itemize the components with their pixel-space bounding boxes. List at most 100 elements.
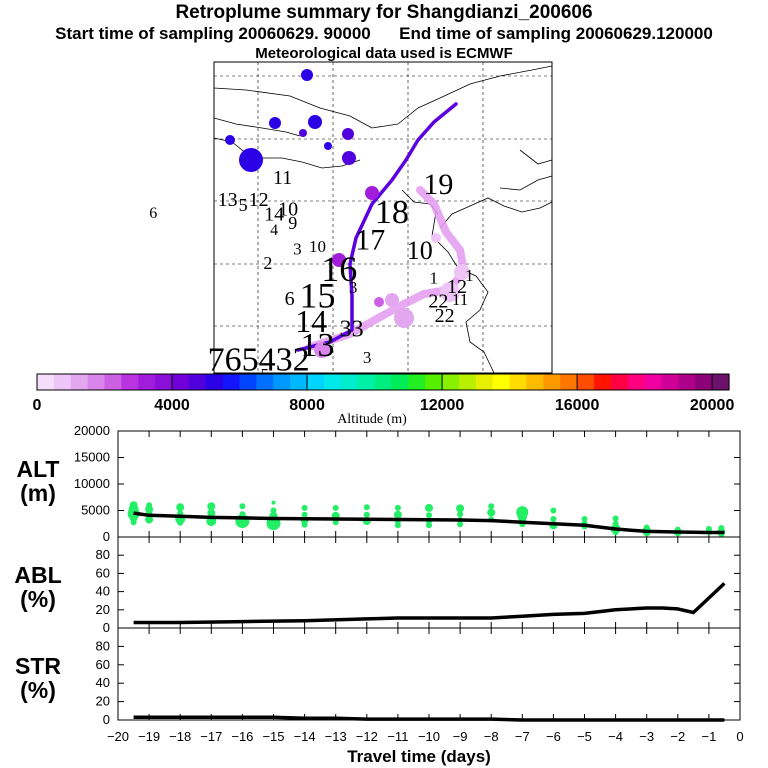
map-particle-marker [301, 69, 313, 81]
panel-ylabel: ABL (%) [14, 562, 61, 612]
alt-particle-point [394, 522, 401, 529]
meteo-source: Meteorological data used is ECMWF [255, 45, 513, 62]
map-day-label: 14 [264, 203, 284, 225]
colorbar-swatch [357, 374, 376, 390]
alt-particle-point [271, 500, 276, 505]
alt-particle-point [207, 509, 216, 518]
y-tick-label: 60 [96, 657, 110, 672]
map-day-label: 12 [249, 189, 269, 211]
alt-particle-point [176, 503, 185, 512]
alt-particle-point [332, 504, 339, 511]
map-day-label: 6 [149, 205, 157, 222]
map-frame [213, 61, 553, 374]
chart-title: Retroplume summary for Shangdianzi_20060… [175, 2, 593, 23]
panel-alt: 0 5000 10000 15000 20000 ALT (m) [16, 423, 741, 544]
alt-particle-point [457, 521, 464, 528]
alt-particle-point [363, 511, 370, 518]
alt-particle-point [426, 522, 432, 529]
map-particle-marker [324, 142, 332, 150]
x-tick-label: −13 [325, 729, 347, 744]
map-particle-marker [394, 308, 414, 328]
colorbar-swatch [543, 374, 561, 390]
map-day-label: 13 [301, 327, 335, 364]
colorbar-swatch [205, 374, 224, 390]
alt-particle-point [239, 503, 246, 510]
colorbar-swatch [70, 374, 89, 390]
map-day-label: 33 [340, 317, 364, 343]
str-series-line [133, 715, 725, 722]
alt-particle-point [207, 502, 216, 511]
map-day-label: 15 [300, 276, 336, 316]
y-tick-label: 20 [96, 694, 110, 709]
colorbar-swatch [627, 374, 646, 390]
map-particle-marker [431, 233, 441, 243]
alt-particle-point [393, 510, 402, 519]
map-day-label: 1 [430, 268, 439, 287]
colorbar-swatch [391, 374, 409, 390]
panel-ylabel-line: ABL [14, 562, 61, 588]
map-particle-marker [269, 117, 281, 129]
y-tick-label: 40 [96, 675, 110, 690]
colorbar-swatch [104, 374, 122, 390]
colorbar-swatch [458, 374, 477, 390]
panel-ylabel-line: (%) [20, 677, 56, 703]
x-tick-label: −20 [107, 729, 129, 744]
x-tick-label: −14 [294, 729, 316, 744]
panel-ylabel-line: STR [15, 653, 61, 679]
colorbar-swatch [475, 374, 494, 390]
colorbar-swatch [239, 374, 258, 390]
plume-trajectory [296, 102, 458, 352]
colorbar-swatch [610, 374, 629, 390]
colorbar-swatch [509, 374, 528, 390]
map-coastline [499, 175, 553, 191]
colorbar-swatch [425, 374, 443, 390]
colorbar-swatch [323, 374, 342, 390]
alt-particle-point [550, 516, 557, 522]
x-tick-label: −8 [484, 729, 499, 744]
colorbar-swatch [87, 374, 106, 390]
map-day-label: 9 [288, 213, 297, 233]
map-particle-marker [225, 135, 235, 145]
map-day-label: 14 [295, 303, 327, 339]
alt-particle-point [612, 515, 619, 522]
map-day-label: 1 [465, 266, 474, 285]
map-coastline [397, 65, 553, 125]
x-tick-label: −6 [546, 729, 561, 744]
colorbar-swatch [560, 374, 578, 390]
map-particle-marker [299, 129, 307, 137]
sampling-times: Start time of sampling 20060629. 90000 E… [0, 24, 768, 44]
alt-particle-point [425, 503, 433, 512]
map-particle-marker [308, 115, 322, 129]
alt-particle-point [487, 508, 496, 517]
end-time: End time of sampling 20060629.120000 [399, 24, 713, 43]
map-coastline [213, 137, 361, 169]
map-coastline [431, 211, 495, 374]
alt-particle-point [456, 504, 465, 513]
alt-particle-point [550, 507, 557, 514]
panel-ylabel: ALT (m) [16, 456, 59, 506]
colorbar-swatch [290, 374, 308, 390]
x-tick-label: 0 [736, 729, 743, 744]
map-day-label: 2 [263, 253, 272, 273]
colorbar-swatch [374, 374, 393, 390]
map-day-label: 17 [355, 224, 385, 257]
map-particle-marker [342, 151, 356, 165]
x-tick-label: −19 [138, 729, 160, 744]
colorbar-swatch [307, 374, 325, 390]
map-day-label: 4 [270, 222, 278, 239]
alt-particle-point [581, 516, 588, 522]
x-tick-label: −4 [608, 729, 623, 744]
x-tick-label: −1 [701, 729, 716, 744]
panel-frame [117, 627, 741, 721]
map-day-label: 13 [218, 189, 238, 211]
colorbar-swatch [492, 374, 511, 390]
x-axis-label: Travel time (days) [347, 747, 491, 766]
panel-ylabel-line: (%) [20, 586, 56, 612]
colorbar-swatch [340, 374, 359, 390]
y-tick-label: 20 [96, 602, 110, 617]
map-particle-marker [385, 293, 399, 307]
map-day-label: 18 [375, 194, 409, 231]
panel-ylabel: STR (%) [15, 653, 61, 703]
colorbar-swatch [408, 374, 426, 390]
